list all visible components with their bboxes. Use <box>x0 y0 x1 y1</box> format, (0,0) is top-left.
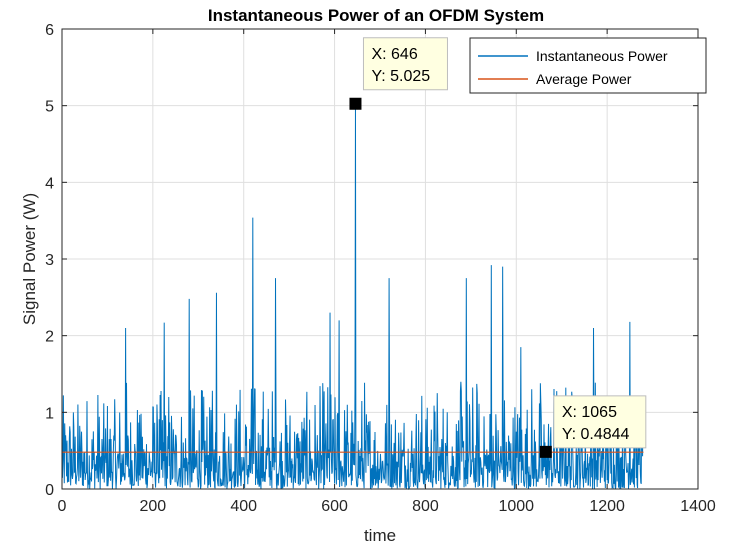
y-tick-label: 6 <box>45 22 54 39</box>
datatip-box <box>553 395 647 449</box>
legend-box <box>469 37 707 94</box>
legend[interactable]: Instantaneous Power Average Power <box>469 37 707 94</box>
datatip-x-label: X: 646 <box>371 46 417 63</box>
datatip-x-label: X: 1065 <box>562 404 617 421</box>
y-axis-label: Signal Power (W) <box>20 193 39 325</box>
datatips-layer: X: 646 Y: 5.025 X: 1065 Y: 0.4844 <box>349 37 647 458</box>
datatip-y-label: Y: 5.025 <box>371 68 430 85</box>
y-tick-label: 2 <box>45 329 54 346</box>
x-tick-label: 800 <box>412 498 439 515</box>
y-tick-label: 0 <box>45 482 54 499</box>
x-tick-label: 1200 <box>589 498 625 515</box>
x-tick-label: 200 <box>140 498 167 515</box>
x-tick-label: 0 <box>58 498 67 515</box>
datatip-marker <box>349 97 362 110</box>
datatip-marker <box>539 445 552 458</box>
y-tick-label: 3 <box>45 252 54 269</box>
datatip-y-label: Y: 0.4844 <box>562 426 630 443</box>
x-tick-label: 400 <box>230 498 257 515</box>
x-axis-label: time <box>364 526 396 545</box>
axis-ticks: 0 200 400 600 800 1000 1200 1400 0 1 2 3 4 5 6 <box>45 22 716 515</box>
legend-label-instantaneous: Instantaneous Power <box>536 48 668 64</box>
y-tick-label: 4 <box>45 175 54 192</box>
datatip-box <box>362 37 448 91</box>
datatip: X: 1065 Y: 0.4844 <box>539 395 647 458</box>
y-tick-label: 1 <box>45 405 54 422</box>
chart-title: Instantaneous Power of an OFDM System <box>208 6 544 25</box>
x-tick-label: 1400 <box>680 498 716 515</box>
legend-label-average: Average Power <box>536 71 632 87</box>
y-tick-label: 5 <box>45 99 54 116</box>
x-tick-label: 600 <box>321 498 348 515</box>
datatip: X: 646 Y: 5.025 <box>349 37 448 110</box>
x-tick-label: 1000 <box>498 498 534 515</box>
